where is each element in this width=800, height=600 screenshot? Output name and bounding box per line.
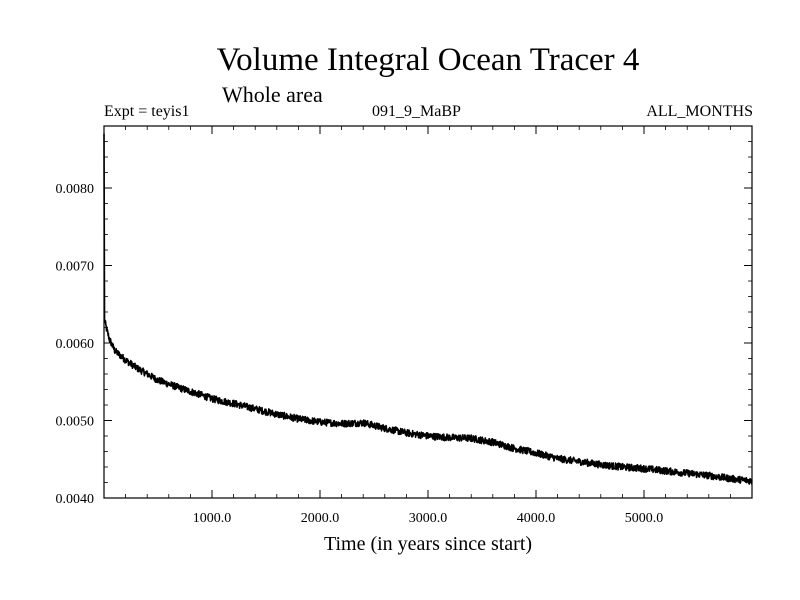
x-tick-label: 3000.0 bbox=[409, 511, 448, 526]
plot-frame bbox=[103, 125, 753, 499]
x-tick-label: 5000.0 bbox=[625, 511, 664, 526]
y-tick-label: 0.0040 bbox=[56, 492, 95, 507]
x-tick-label: 2000.0 bbox=[301, 511, 340, 526]
experiment-label: Expt = teyis1 bbox=[104, 103, 190, 120]
x-tick-label: 4000.0 bbox=[517, 511, 556, 526]
y-tick-label: 0.0080 bbox=[56, 182, 95, 197]
y-tick-label: 0.0070 bbox=[56, 260, 95, 275]
chart-subtitle: Whole area bbox=[222, 82, 323, 107]
period-label: 091_9_MaBP bbox=[372, 103, 461, 120]
chart-title: Volume Integral Ocean Tracer 4 bbox=[216, 42, 640, 78]
x-tick-label: 1000.0 bbox=[193, 511, 232, 526]
y-tick-label: 0.0050 bbox=[56, 415, 95, 430]
y-tick-label: 0.0060 bbox=[56, 337, 95, 352]
x-axis-label: Time (in years since start) bbox=[323, 533, 533, 555]
months-label: ALL_MONTHS bbox=[646, 103, 753, 120]
series-line bbox=[103, 133, 753, 485]
